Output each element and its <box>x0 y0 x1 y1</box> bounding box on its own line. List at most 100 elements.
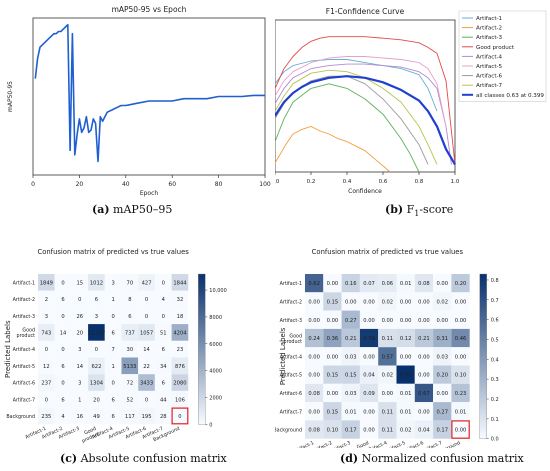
row-label: Artifact-1 <box>280 281 302 287</box>
matrix-cell <box>71 324 89 341</box>
matrix-cell <box>171 407 189 425</box>
matrix-cell <box>54 340 72 358</box>
legend-label: Artifact-2 <box>476 26 502 32</box>
cell-value: 6 <box>61 364 64 370</box>
matrix-cell <box>38 357 55 375</box>
matrix-cell <box>88 340 105 358</box>
matrix-cell <box>396 274 415 293</box>
cell-value: 1849 <box>40 280 53 286</box>
legend-label: Artifact-7 <box>476 83 503 89</box>
matrix-cell <box>88 324 105 341</box>
matrix-cell <box>171 357 189 375</box>
matrix-cell <box>154 357 172 375</box>
cell-value: 0.00 <box>382 318 394 324</box>
matrix-cell <box>88 374 105 391</box>
x-tick-label: 0 <box>31 181 35 188</box>
cell-value: 0.17 <box>436 428 448 434</box>
cell-value: 0 <box>45 347 48 353</box>
matrix-cell <box>341 274 360 293</box>
y-axis-label: Predicted Labels <box>279 327 287 385</box>
matrix-cell <box>71 340 89 358</box>
colorbar-tick-label: 0.2 <box>491 397 499 403</box>
cell-value: 0.01 <box>400 409 412 415</box>
matrix-cell <box>414 347 434 366</box>
matrix-cell <box>359 292 379 311</box>
cell-value: 3433 <box>140 381 153 387</box>
caption-b: (b) F1-score <box>385 203 454 219</box>
x-tick-label: 0.8 <box>415 179 424 185</box>
matrix-cell <box>154 340 172 358</box>
matrix-cell <box>341 420 360 439</box>
cell-value: 6 <box>61 397 64 403</box>
cell-value: 0.00 <box>400 354 412 360</box>
matrix-cell <box>378 292 397 311</box>
cell-value: 0.20 <box>436 373 448 379</box>
x-tick-label: 80 <box>215 181 223 188</box>
cell-value: 0.00 <box>327 318 339 324</box>
matrix-cell <box>396 292 415 311</box>
cell-value: 0.08 <box>308 428 320 434</box>
row-label: Background <box>6 414 35 420</box>
matrix-cell <box>154 274 172 291</box>
matrix-cell <box>341 365 360 384</box>
cell-value: 0.08 <box>308 391 320 397</box>
colorbar <box>479 273 487 439</box>
cell-value: 0.00 <box>418 354 430 360</box>
matrix-cell <box>71 357 89 375</box>
cell-value: 0.00 <box>436 391 448 397</box>
matrix-cell <box>171 274 189 291</box>
cell-value: 6 <box>61 297 64 303</box>
cell-value: 1057 <box>140 330 153 336</box>
cell-value: 0.16 <box>345 281 357 287</box>
cell-value: 28 <box>160 414 167 420</box>
cell-value: 0 <box>95 347 98 353</box>
cell-value: 6 <box>95 297 98 303</box>
row-label: Good <box>289 333 302 339</box>
cell-value: 0.15 <box>345 373 357 379</box>
matrix-cell <box>433 347 452 366</box>
cell-value: 0.15 <box>327 373 339 379</box>
cell-value: 0 <box>162 314 165 320</box>
cell-value: 0 <box>111 314 114 320</box>
matrix-cell <box>104 357 122 375</box>
cell-value: 0.21 <box>418 336 430 342</box>
cell-value: 0.23 <box>455 391 467 397</box>
cell-value: 2080 <box>173 381 186 387</box>
matrix-cell <box>305 310 324 329</box>
matrix-cell <box>451 402 470 421</box>
cell-value: 0.79 <box>363 336 375 342</box>
cell-value: 0.00 <box>400 299 412 305</box>
matrix-cell <box>171 290 189 308</box>
matrix-cell <box>104 390 122 408</box>
colorbar-tick-label: 0 <box>209 422 212 428</box>
y-axis-label: Predicted Labels <box>4 320 12 378</box>
cell-value: 0.02 <box>400 428 412 434</box>
colorbar-tick-label: 0.7 <box>491 298 499 304</box>
colorbar-tick-label: 0.5 <box>491 337 499 343</box>
cell-value: 0.00 <box>382 391 394 397</box>
cell-value: 0.02 <box>436 299 448 305</box>
x-tick-label: 0.0 <box>275 179 280 185</box>
f1-series-line-2 <box>275 125 391 173</box>
row-label: product <box>17 333 36 339</box>
matrix-cell <box>359 365 379 384</box>
matrix-cell <box>121 340 139 358</box>
matrix-cell <box>54 390 72 408</box>
cell-value: 0 <box>111 381 114 387</box>
cell-value: 0.00 <box>327 391 339 397</box>
matrix-cell <box>121 357 139 375</box>
f1-chart: F1-Confidence CurveConfidenceF10.00.20.4… <box>275 7 547 195</box>
matrix-cell <box>341 292 360 311</box>
cell-value: 11,197 <box>87 330 105 336</box>
row-label: Artifact-6 <box>280 391 302 397</box>
cell-value: 5133 <box>123 364 136 370</box>
cell-value: 0.57 <box>382 354 394 360</box>
matrix-cell <box>138 340 155 358</box>
matrix-cell <box>451 310 470 329</box>
matrix-cell <box>104 290 122 308</box>
matrix-cell <box>38 340 55 358</box>
cell-value: 52 <box>127 397 134 403</box>
cell-value: 0 <box>61 314 64 320</box>
row-label: product <box>284 339 303 345</box>
cell-value: 6 <box>111 397 114 403</box>
